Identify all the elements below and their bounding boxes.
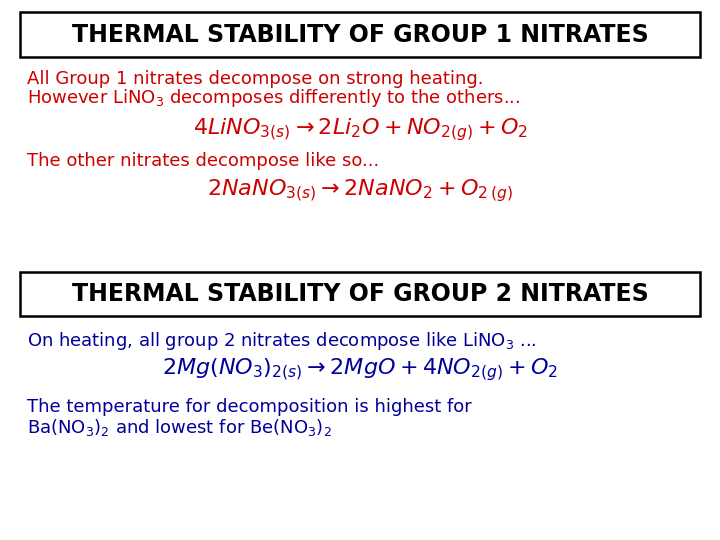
Text: Ba(NO$_3)_2$ and lowest for Be(NO$_3)_2$: Ba(NO$_3)_2$ and lowest for Be(NO$_3)_2$: [27, 417, 332, 438]
Text: All Group 1 nitrates decompose on strong heating.: All Group 1 nitrates decompose on strong…: [27, 70, 484, 88]
Text: THERMAL STABILITY OF GROUP 1 NITRATES: THERMAL STABILITY OF GROUP 1 NITRATES: [71, 23, 649, 46]
FancyBboxPatch shape: [20, 12, 700, 57]
Text: On heating, all group 2 nitrates decompose like LiNO$_3$ ...: On heating, all group 2 nitrates decompo…: [27, 330, 537, 353]
Text: $2NaNO_{3(s)} \rightarrow 2NaNO_2 + O_{2\,(g)}$: $2NaNO_{3(s)} \rightarrow 2NaNO_2 + O_{2…: [207, 177, 513, 204]
Text: $4LiNO_{3(s)} \rightarrow 2Li_2O + NO_{2(g)} + O_2$: $4LiNO_{3(s)} \rightarrow 2Li_2O + NO_{2…: [192, 116, 528, 143]
Text: $2Mg(NO_3)_{2(s)} \rightarrow 2MgO + 4NO_{2(g)} + O_2$: $2Mg(NO_3)_{2(s)} \rightarrow 2MgO + 4NO…: [162, 356, 558, 383]
Text: THERMAL STABILITY OF GROUP 2 NITRATES: THERMAL STABILITY OF GROUP 2 NITRATES: [71, 282, 649, 306]
FancyBboxPatch shape: [20, 272, 700, 316]
Text: The temperature for decomposition is highest for: The temperature for decomposition is hig…: [27, 398, 472, 416]
Text: However LiNO$_3$ decomposes differently to the others...: However LiNO$_3$ decomposes differently …: [27, 87, 521, 110]
Text: The other nitrates decompose like so...: The other nitrates decompose like so...: [27, 152, 379, 170]
